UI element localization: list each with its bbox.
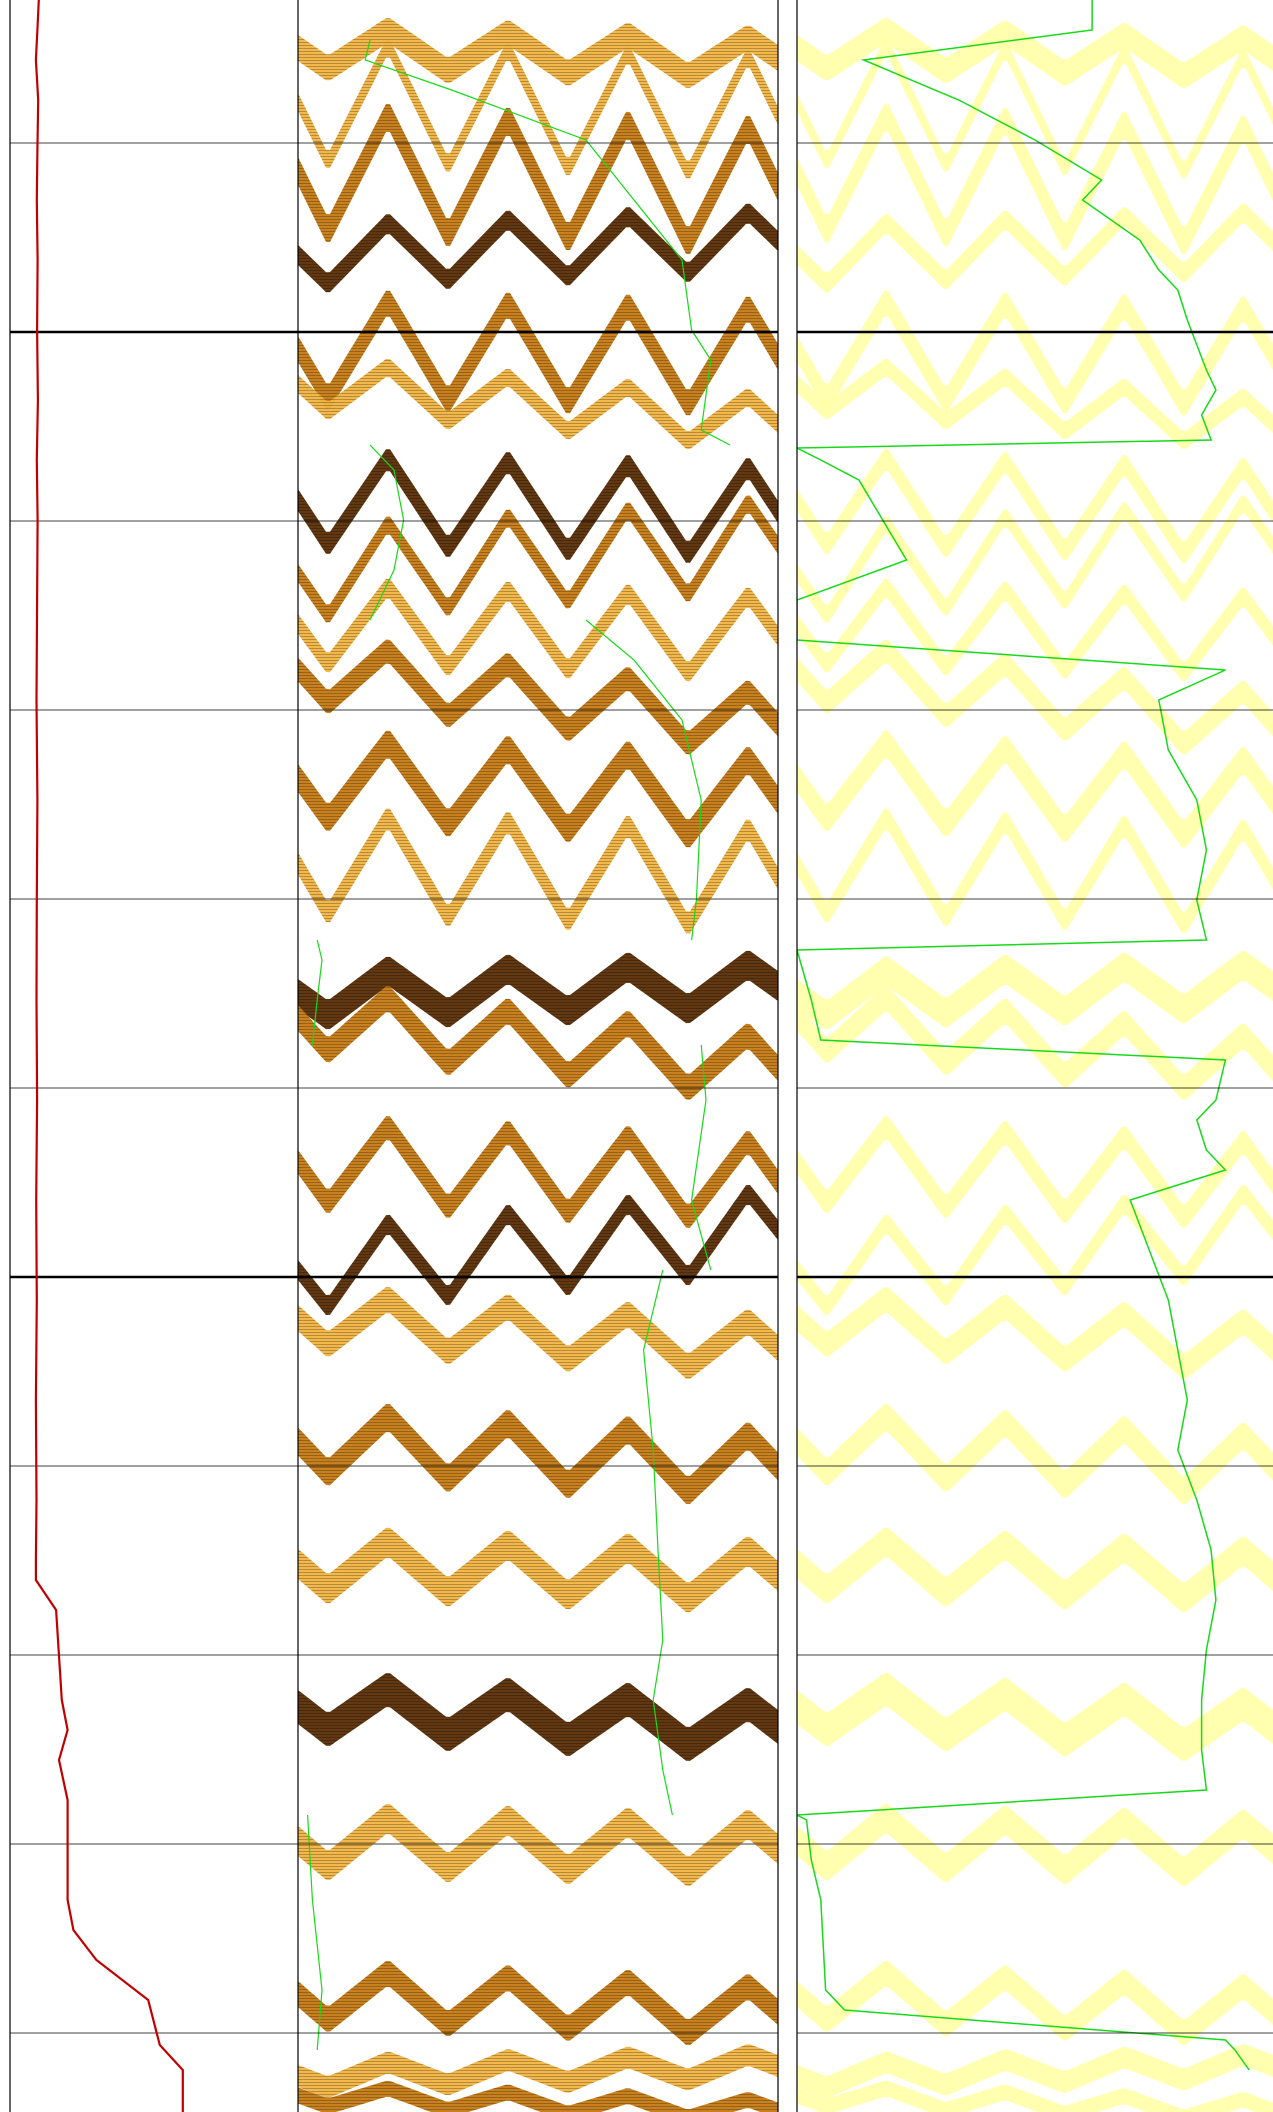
faded-band-3 [797,203,1273,293]
faded-band-6 [797,449,1273,563]
faded-band-21 [797,1961,1273,2045]
image-band-grain-20 [298,1804,778,1886]
faded-band-8 [797,578,1273,682]
image-pick-line-5 [642,1269,673,1816]
faded-band-15 [797,1185,1273,1315]
faded-band-14 [797,1116,1273,1228]
faded-band-11 [797,808,1273,934]
depth-grid [10,142,1273,2034]
faded-band-2 [797,103,1273,255]
image-band-grain-5 [298,359,778,449]
image-band-grain-3 [298,203,778,293]
image-pick-line-2 [585,619,702,941]
faded-band-9 [797,639,1273,755]
faded-band-1 [797,39,1273,179]
faded-band-12 [797,950,1273,1030]
image-band-grain-13 [298,986,778,1100]
gamma-curve-line [34,0,184,2112]
image-band-grain-7 [298,495,778,623]
image-band-grain-9 [298,639,778,755]
image-pick-line-3 [311,939,323,1046]
image-band-grain-21 [298,1961,778,2045]
track-borders [9,0,798,2112]
image-band-grain-16 [298,1287,778,1379]
faded-band-5 [797,359,1273,449]
faded-band-17 [797,1404,1273,1504]
faded-band-19 [797,1673,1273,1761]
image-pick-lines [307,39,731,2051]
image-pick-line-6 [307,1814,323,2051]
faded-band-13 [797,986,1273,1100]
image-band-grain-2 [298,103,778,255]
image-band-grain-0 [298,18,778,88]
image-band-grain-11 [298,808,778,934]
faded-band-16 [797,1287,1273,1379]
faded-band-7 [797,495,1273,623]
image-band-grain-17 [298,1404,778,1504]
image-band-grain-23 [298,2080,778,2112]
image-band-grain-4 [298,290,778,416]
gamma-track-curve-layer [34,0,184,2112]
image-band-grain-14 [298,1116,778,1228]
faded-band-23 [797,2080,1273,2112]
faded-image-layer [797,18,1273,2112]
faded-track-curve-layer [797,0,1250,2071]
faded-band-0 [797,18,1273,88]
faded-band-20 [797,1804,1273,1886]
image-band-grain-19 [298,1673,778,1761]
image-band-grain-1 [298,39,778,179]
faded-band-18 [797,1527,1273,1613]
image-band-grain-8 [298,578,778,682]
image-band-grain-6 [298,449,778,563]
image-band-grain-18 [298,1527,778,1613]
faded-band-4 [797,290,1273,416]
image-pick-line-1 [369,444,405,621]
faded-band-22 [797,2044,1273,2098]
image-band-grain-10 [298,730,778,848]
image-pick-line-0 [364,39,731,446]
image-pick-line-4 [690,1044,712,1271]
faded-band-10 [797,730,1273,848]
faded-track-curve [797,0,1250,2071]
image-band-grain-22 [298,2044,778,2098]
image-band-grain-12 [298,950,778,1030]
image-band-grain-15 [298,1185,778,1315]
